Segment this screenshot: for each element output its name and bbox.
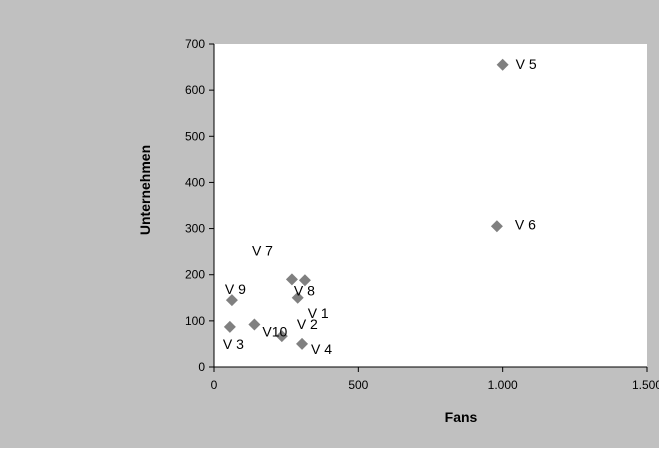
- data-point-marker: [248, 318, 261, 331]
- data-point-marker: [296, 337, 309, 350]
- y-tick-label: 0: [198, 360, 205, 374]
- data-point-marker: [285, 273, 298, 286]
- data-point-marker: [496, 58, 509, 71]
- y-axis-title: Unternehmen: [137, 145, 153, 235]
- data-point-marker: [225, 294, 238, 307]
- data-point-marker: [291, 291, 304, 304]
- data-point-label: V10: [262, 324, 287, 340]
- data-point-label: V 3: [223, 336, 244, 352]
- data-point-marker: [490, 220, 503, 233]
- x-tick-label: 1.500: [632, 378, 659, 392]
- y-tick-label: 400: [185, 175, 205, 189]
- x-tick-label: 500: [348, 378, 368, 392]
- data-point-label: V 5: [516, 56, 537, 72]
- y-tick-label: 100: [185, 314, 205, 328]
- y-tick-label: 200: [185, 268, 205, 282]
- data-point-label: V 6: [515, 216, 536, 232]
- x-tick-label: 0: [211, 378, 218, 392]
- x-axis-title: Fans: [445, 409, 478, 425]
- plot-area: [214, 44, 647, 367]
- y-tick-label: 700: [185, 37, 205, 51]
- y-tick-label: 500: [185, 129, 205, 143]
- y-tick-label: 600: [185, 83, 205, 97]
- data-point-label: V 8: [294, 282, 315, 298]
- data-point-label: V 4: [311, 341, 332, 357]
- x-tick-label: 1.000: [488, 378, 518, 392]
- data-point-label: V 1: [308, 305, 329, 321]
- y-tick-label: 300: [185, 222, 205, 236]
- data-point-marker: [298, 274, 311, 287]
- data-point-marker: [275, 330, 288, 343]
- data-point-label: V 2: [297, 316, 318, 332]
- data-point-label: V 9: [225, 281, 246, 297]
- data-point-marker: [223, 320, 236, 333]
- data-point-label: V 7: [252, 242, 273, 258]
